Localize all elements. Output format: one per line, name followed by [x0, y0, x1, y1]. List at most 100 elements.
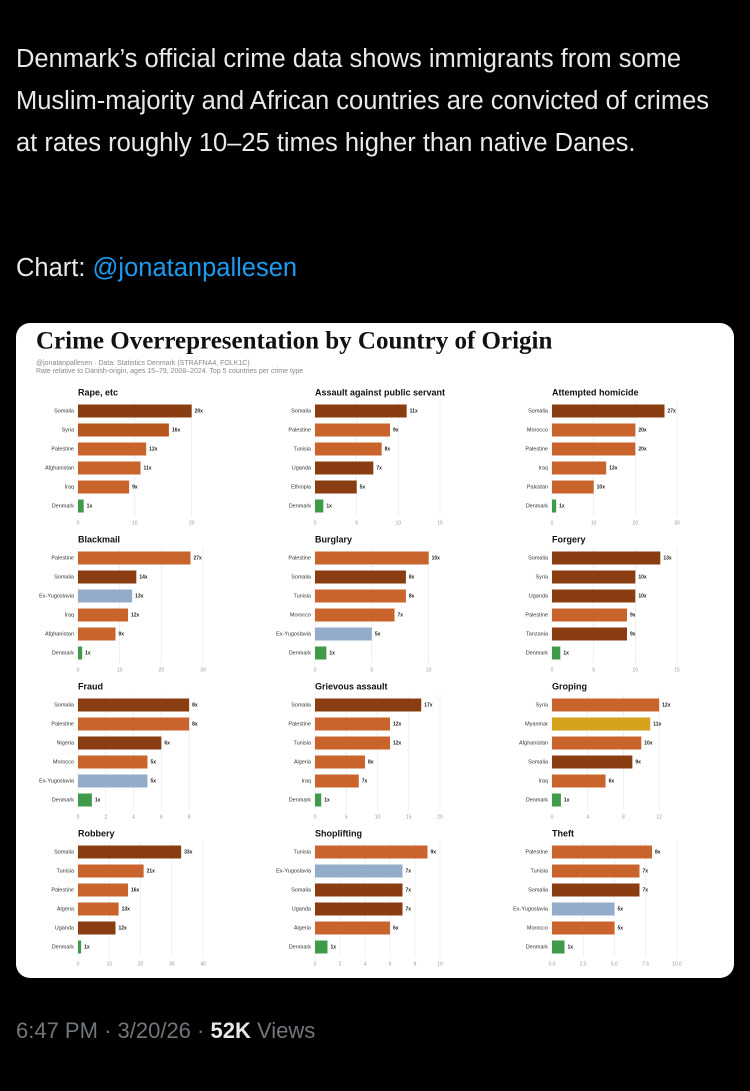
panel-title: Theft [552, 828, 574, 838]
category-label: Syria [535, 574, 548, 580]
category-label: Ethiopia [291, 484, 312, 490]
x-tick-label: 0 [551, 520, 554, 526]
category-label: Ex-Yugoslavia [39, 593, 75, 599]
value-label: 9x [630, 631, 636, 637]
panel-title: Groping [552, 681, 587, 691]
category-label: Palestine [288, 427, 311, 433]
category-label: Myanmar [525, 721, 548, 727]
bar [78, 423, 169, 437]
time: 6:47 PM [16, 1018, 98, 1043]
value-label: 7x [406, 906, 412, 912]
post-text: Denmark’s official crime data shows immi… [16, 45, 709, 157]
bar [552, 921, 615, 935]
category-label: Palestine [288, 555, 311, 561]
bar [552, 442, 636, 456]
x-tick-label: 4 [364, 961, 367, 967]
x-tick-label: 0 [314, 961, 317, 967]
category-label: Tunisia [530, 868, 548, 874]
x-tick-label: 20 [633, 520, 639, 526]
bar [315, 608, 395, 622]
category-label: Denmark [289, 650, 312, 656]
x-tick-label: 0.0 [549, 961, 556, 967]
bar [315, 774, 359, 788]
image-background [16, 323, 734, 978]
bar [78, 736, 162, 750]
category-label: Denmark [526, 503, 549, 509]
bar [552, 883, 640, 897]
value-label: 12x [149, 446, 158, 452]
category-label: Somalia [528, 759, 549, 765]
x-tick-label: 2.5 [580, 961, 587, 967]
value-label: 9x [119, 631, 125, 637]
views-label: Views [256, 1018, 316, 1043]
x-tick-label: 0 [551, 667, 554, 673]
value-label: 20x [638, 446, 647, 452]
panel-title: Blackmail [78, 534, 120, 544]
x-tick-label: 5 [592, 667, 595, 673]
value-label: 8x [409, 593, 415, 599]
bar [315, 864, 403, 878]
category-label: Ex-Yugoslavia [513, 906, 549, 912]
category-label: Tunisia [293, 740, 311, 746]
bar [552, 940, 565, 954]
value-label: 1x [559, 503, 565, 509]
category-label: Tunisia [293, 849, 311, 855]
x-tick-label: 0 [314, 667, 317, 673]
value-label: 8x [368, 759, 374, 765]
x-tick-label: 2 [339, 961, 342, 967]
category-label: Palestine [51, 446, 74, 452]
value-label: 5x [150, 759, 156, 765]
value-label: 10x [432, 555, 441, 561]
category-label: Somalia [54, 574, 75, 580]
category-label: Tunisia [56, 868, 74, 874]
category-label: Afghanistan [45, 631, 74, 637]
bar [315, 570, 406, 584]
bar [315, 589, 406, 603]
bar [78, 404, 192, 418]
x-tick-label: 10 [375, 814, 381, 820]
value-label: 5x [618, 925, 624, 931]
value-label: 11x [653, 721, 661, 727]
bar [552, 793, 561, 807]
category-label: Denmark [52, 944, 75, 950]
panel-title: Robbery [78, 828, 115, 838]
bar [552, 608, 627, 622]
category-label: Denmark [526, 797, 549, 803]
value-label: 10x [638, 574, 647, 580]
x-tick-label: 5 [355, 520, 358, 526]
category-label: Palestine [525, 849, 548, 855]
bar [78, 940, 82, 954]
bar [552, 736, 642, 750]
value-label: 21x [147, 868, 156, 874]
x-tick-label: 10 [396, 520, 402, 526]
bar [78, 717, 190, 731]
category-label: Afghanistan [45, 465, 74, 471]
credit-handle[interactable]: @jonatanpallesen [92, 254, 298, 282]
x-tick-label: 10 [106, 961, 112, 967]
bar [552, 646, 561, 660]
value-label: 6x [164, 740, 170, 746]
category-label: Morocco [290, 612, 311, 618]
category-label: Palestine [525, 446, 548, 452]
value-label: 20x [195, 408, 204, 414]
category-label: Ex-Yugoslavia [276, 868, 312, 874]
category-label: Ex-Yugoslavia [39, 778, 75, 784]
value-label: 14x [139, 574, 148, 580]
category-label: Palestine [51, 721, 74, 727]
x-tick-label: 20 [159, 667, 165, 673]
x-tick-label: 0 [77, 961, 80, 967]
chart-image[interactable]: Crime Overrepresentation by Country of O… [16, 323, 734, 978]
category-label: Algeria [57, 906, 75, 912]
bar [78, 461, 141, 475]
x-tick-label: 4 [132, 814, 135, 820]
x-tick-label: 10 [117, 667, 123, 673]
x-tick-label: 8 [414, 961, 417, 967]
x-tick-label: 0 [77, 520, 80, 526]
panel-title: Fraud [78, 681, 103, 691]
category-label: Palestine [51, 887, 74, 893]
bar [315, 442, 382, 456]
value-label: 9x [630, 612, 636, 618]
credit: Chart: @jonatanpallesen [16, 247, 297, 289]
bar [315, 883, 403, 897]
